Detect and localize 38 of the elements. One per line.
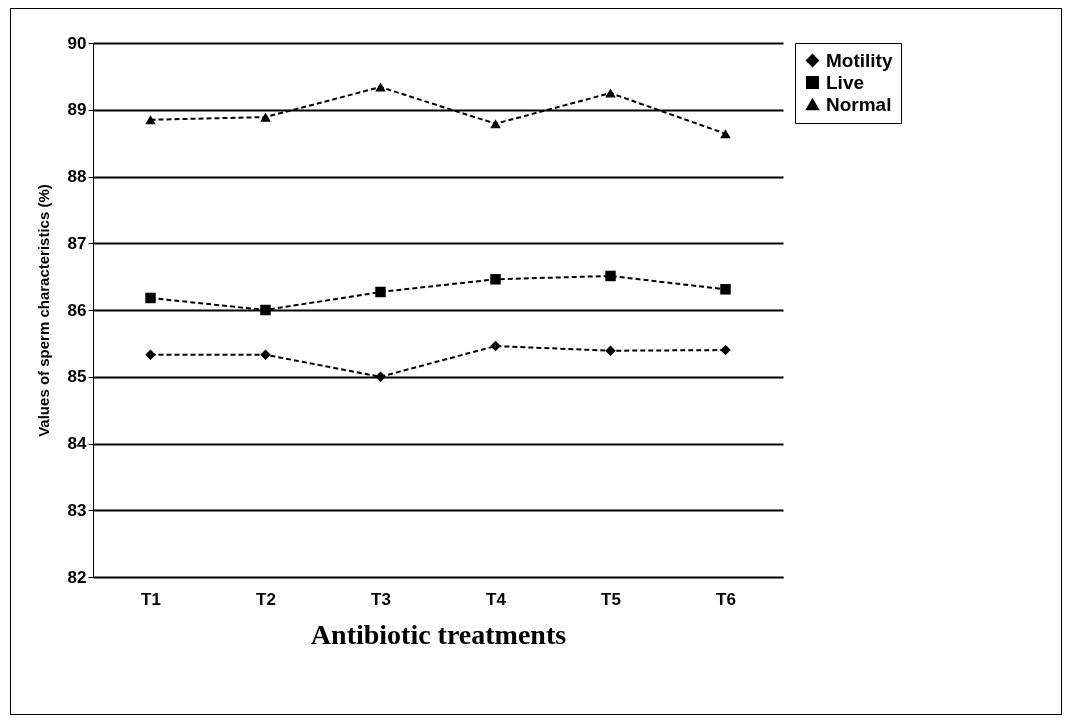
point [605,345,616,356]
y-tick-label: 90 [67,33,87,53]
x-tick-label: T1 [141,589,161,609]
legend-label: Live [826,71,865,93]
x-tick-label: T6 [716,589,736,609]
point [260,349,271,360]
point [490,119,501,129]
y-tick-label: 88 [67,167,87,186]
point [145,115,156,125]
y-tick-label: 87 [67,233,87,253]
y-tick-label: 86 [67,300,87,320]
point [375,82,386,92]
point [605,88,616,98]
point [375,371,386,382]
point [145,349,156,360]
point [720,344,731,356]
point [375,286,386,298]
y-tick-label: 82 [67,567,87,587]
legend-label: Motility [826,49,893,71]
point [490,274,501,285]
point [145,292,156,304]
point [260,112,271,122]
x-tick-label: T4 [486,589,507,609]
y-axis-title: Values of sperm characteristics (%) [34,184,52,437]
y-tick-label: 84 [67,434,88,453]
y-tick-label: 89 [67,100,87,120]
x-tick-label: T3 [371,589,391,609]
point [260,304,271,316]
point [720,129,731,139]
point [490,340,501,352]
x-tick-label: T2 [256,589,276,609]
point [605,270,616,282]
legend-label: Normal [826,93,892,115]
x-tick-label: T5 [601,589,621,609]
x-axis-title: Antibiotic treatments [310,618,567,650]
y-tick-label: 85 [67,367,87,387]
point [720,284,731,295]
y-tick-label: 83 [67,500,87,520]
